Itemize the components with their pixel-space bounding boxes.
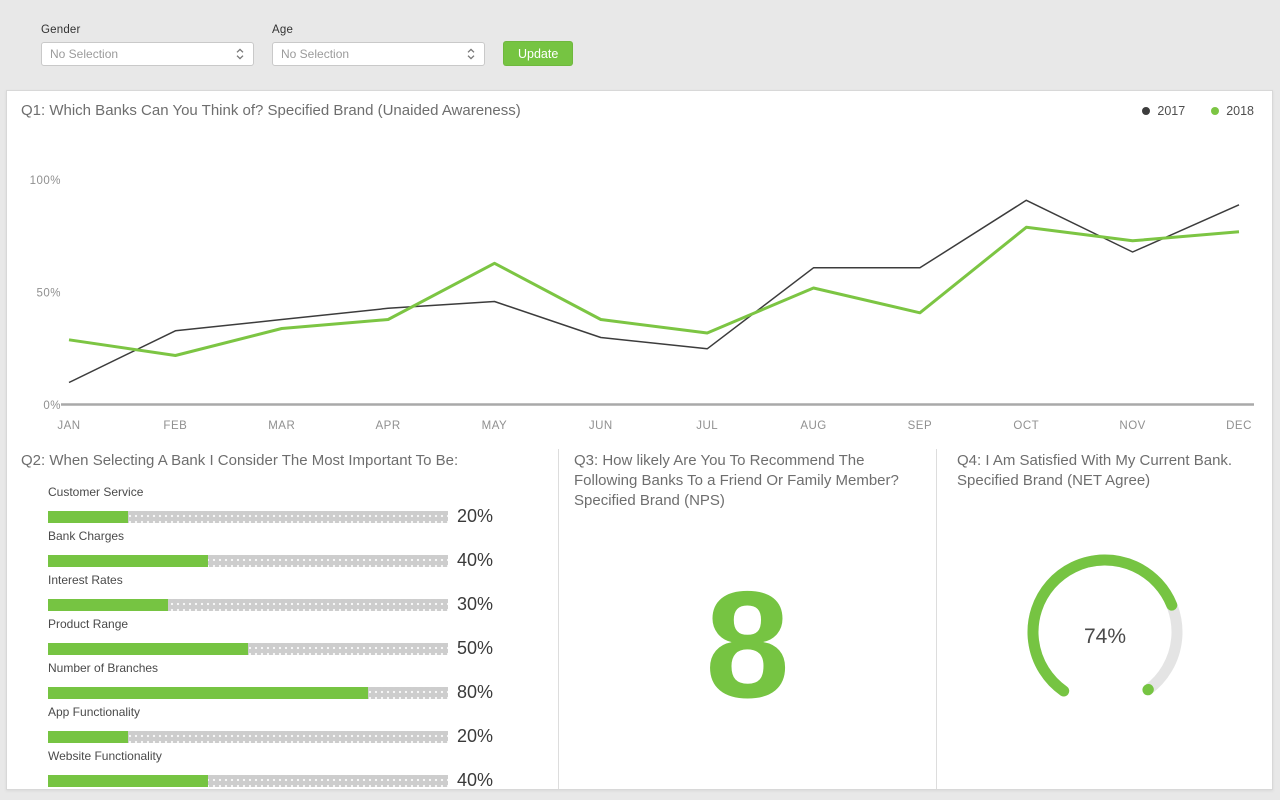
legend-item-2017[interactable]: 2017 <box>1142 104 1185 118</box>
satisfaction-gauge-value: 74% <box>1084 625 1126 648</box>
satisfaction-gauge-fill <box>1027 554 1183 697</box>
q3-title: Q3: How likely Are You To Recommend The … <box>574 452 899 509</box>
importance-bar-row: Product Range 50% <box>48 617 513 661</box>
satisfaction-gauge: 74% <box>1015 542 1195 722</box>
importance-bars: Customer Service 20% Bank Charges 40% Intere… <box>48 485 513 793</box>
importance-bar-track <box>48 598 448 611</box>
select-chevrons-icon <box>467 48 475 60</box>
awareness-line-chart: 0% 50% 100% JAN FEB MAR APR MAY JUN JUL AUG SEP OCT N… <box>30 175 1254 432</box>
importance-bar-fill <box>48 686 368 699</box>
gender-filter-group: Gender No Selection <box>41 24 254 66</box>
q1-header: Q1: Which Banks Can You Think of? Specif… <box>21 96 1254 126</box>
x-axis-label: MAY <box>482 420 508 432</box>
x-axis-label: OCT <box>1013 420 1039 432</box>
importance-bar-fill <box>48 598 168 611</box>
q4-title: Q4: I Am Satisfied With My Current Bank.… <box>957 452 1233 489</box>
gender-label: Gender <box>41 24 81 36</box>
select-chevrons-icon <box>236 48 244 60</box>
gender-select[interactable]: No Selection <box>41 42 254 66</box>
importance-bar-row: Customer Service 20% <box>48 485 513 529</box>
importance-bar-value: 40% <box>457 770 494 790</box>
panel-divider <box>936 449 937 789</box>
importance-bar-track <box>48 642 448 655</box>
importance-bar-track <box>48 510 448 523</box>
legend-item-2018[interactable]: 2018 <box>1211 104 1254 118</box>
filter-bar: Gender No Selection Age No Selection Upd… <box>0 0 1280 90</box>
q1-legend: 2017 2018 <box>1142 104 1254 118</box>
series-line-2018 <box>68 225 1240 357</box>
nps-score-value: 8 <box>705 560 790 730</box>
importance-bar-label: Customer Service <box>48 485 144 499</box>
legend-dot-icon <box>1211 107 1220 115</box>
age-select[interactable]: No Selection <box>272 42 485 66</box>
importance-bar-fill <box>48 730 128 743</box>
importance-bar-fill <box>48 774 208 787</box>
importance-bar-label: Bank Charges <box>48 529 125 543</box>
importance-bar-track <box>48 774 448 787</box>
importance-bar-row: Website Functionality 40% <box>48 749 513 793</box>
legend-label: 2017 <box>1157 104 1186 118</box>
series-line-2017 <box>68 199 1240 384</box>
legend-label: 2018 <box>1226 104 1254 118</box>
importance-bar-value: 80% <box>457 682 494 702</box>
q1-title: Q1: Which Banks Can You Think of? Specif… <box>21 102 521 120</box>
y-axis-label: 100% <box>30 175 61 187</box>
update-button[interactable]: Update <box>503 41 574 66</box>
importance-bar-label: Number of Branches <box>48 661 159 675</box>
importance-bar-track <box>48 686 448 699</box>
importance-bar-value: 20% <box>457 726 494 746</box>
y-axis-label: 0% <box>43 400 61 412</box>
importance-bar-fill <box>48 642 248 655</box>
x-axis-label: AUG <box>800 420 826 432</box>
x-axis-label: NOV <box>1119 420 1145 432</box>
age-label: Age <box>272 24 294 36</box>
importance-bar-fill <box>48 554 208 567</box>
x-axis-label: APR <box>376 420 401 432</box>
importance-bar-row: App Functionality 20% <box>48 705 513 749</box>
importance-bar-fill <box>48 510 128 523</box>
importance-bar-track <box>48 730 448 743</box>
bottom-row: Q2: When Selecting A Bank I Consider The… <box>7 441 1272 790</box>
age-filter-group: Age No Selection <box>272 24 485 66</box>
importance-bar-row: Interest Rates 30% <box>48 573 513 617</box>
importance-bar-value: 50% <box>457 638 494 658</box>
importance-bar-value: 20% <box>457 506 494 526</box>
filters: Gender No Selection Age No Selection Upd… <box>41 24 574 66</box>
importance-bar-label: Interest Rates <box>48 573 123 587</box>
importance-bar-label: App Functionality <box>48 705 141 719</box>
x-axis-label: DEC <box>1226 420 1252 432</box>
x-axis-label: MAR <box>268 420 295 432</box>
importance-bar-value: 30% <box>457 594 494 614</box>
importance-bar-label: Website Functionality <box>48 749 162 763</box>
q3-panel: Q3: How likely Are You To Recommend The … <box>559 441 936 789</box>
age-select-value: No Selection <box>281 47 350 61</box>
q2-title: Q2: When Selecting A Bank I Consider The… <box>21 452 459 469</box>
dashboard-card: Q1: Which Banks Can You Think of? Specif… <box>6 90 1273 790</box>
importance-bar-value: 40% <box>457 550 494 570</box>
gender-select-value: No Selection <box>50 47 119 61</box>
x-axis-label: JUN <box>589 420 613 432</box>
importance-bar-row: Bank Charges 40% <box>48 529 513 573</box>
x-axis-label: JUL <box>696 420 718 432</box>
importance-bar-track <box>48 554 448 567</box>
q2-panel: Q2: When Selecting A Bank I Consider The… <box>7 441 558 790</box>
x-axis-label: JAN <box>57 420 80 432</box>
y-axis-label: 50% <box>36 288 61 300</box>
x-axis-label: FEB <box>163 420 187 432</box>
legend-dot-icon <box>1142 107 1151 115</box>
importance-bar-label: Product Range <box>48 617 129 631</box>
importance-bar-row: Number of Branches 80% <box>48 661 513 705</box>
x-axis-label: SEP <box>908 420 933 432</box>
q4-panel: Q4: I Am Satisfied With My Current Bank.… <box>937 441 1272 789</box>
panel-divider <box>558 449 559 789</box>
